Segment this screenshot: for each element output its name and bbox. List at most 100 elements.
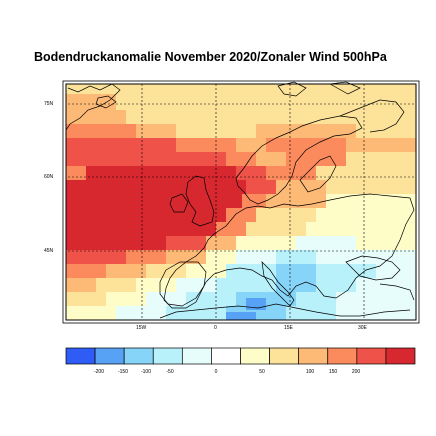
anomaly-cell	[96, 278, 136, 292]
colorbar	[65, 347, 416, 365]
anomaly-cell	[176, 124, 256, 138]
anomaly-cell	[336, 292, 416, 306]
colorbar-label: 150	[328, 369, 338, 375]
anomaly-cell	[106, 264, 146, 278]
anomaly-cell	[186, 292, 236, 306]
anomaly-cell	[166, 250, 206, 264]
anomaly-cell	[206, 236, 236, 250]
colorbar-label: 100	[305, 369, 315, 375]
colorbar-label: -100	[140, 369, 151, 375]
anomaly-cell	[256, 124, 356, 138]
anomaly-cell	[186, 264, 226, 278]
anomaly-cell	[136, 124, 176, 138]
anomaly-cell	[226, 264, 276, 278]
anomaly-cell	[350, 110, 416, 124]
colorbar-swatch	[356, 347, 387, 365]
anomaly-cell	[66, 166, 86, 180]
anomaly-cell	[306, 222, 416, 236]
anomaly-cell	[106, 292, 146, 306]
anomaly-cell	[216, 222, 246, 236]
anomaly-cell	[376, 264, 416, 278]
anomaly-cell	[236, 250, 276, 264]
anomaly-cell	[146, 292, 186, 306]
anomaly-cell	[66, 278, 96, 292]
anomaly-cell	[66, 208, 226, 222]
anomaly-cell	[276, 264, 316, 278]
anomaly-cell	[66, 222, 216, 236]
anomaly-cell	[290, 110, 350, 124]
anomaly-cell	[206, 250, 236, 264]
anomaly-field	[66, 84, 416, 320]
colorbar-swatch	[123, 347, 154, 365]
anomaly-cell	[316, 208, 416, 222]
colorbar-swatch	[65, 347, 96, 365]
anomaly-cell	[246, 180, 276, 194]
colorbar-swatch	[269, 347, 300, 365]
anomaly-cell	[116, 94, 416, 110]
anomaly-cell	[66, 110, 126, 124]
anomaly-cell	[286, 306, 336, 320]
lat-label-75n: 75N	[44, 101, 54, 107]
anomaly-cell	[66, 138, 176, 152]
anomaly-cell	[326, 194, 416, 208]
anomaly-cell	[66, 236, 166, 250]
anomaly-cell	[226, 312, 256, 320]
anomaly-cell	[296, 236, 356, 250]
lon-label-15w: 15W	[136, 325, 147, 331]
anomaly-cell	[256, 152, 286, 166]
map-outer-frame	[62, 80, 420, 324]
anomaly-cell	[246, 298, 266, 310]
anomaly-cell	[226, 208, 256, 222]
colorbar-swatch	[94, 347, 125, 365]
lat-label-45n: 45N	[44, 248, 54, 254]
lon-label-15e: 15E	[284, 325, 293, 331]
anomaly-cell	[326, 180, 416, 194]
colorbar-label: 50	[259, 369, 265, 375]
anomaly-cell	[166, 236, 206, 250]
anomaly-cell	[316, 264, 376, 278]
anomaly-cell	[316, 250, 416, 264]
anomaly-cell	[126, 110, 290, 124]
colorbar-swatch	[240, 347, 270, 365]
graticule	[68, 84, 416, 320]
anomaly-cell	[316, 166, 416, 180]
coastlines	[65, 81, 415, 319]
anomaly-cell	[266, 138, 346, 152]
anomaly-cell	[176, 278, 216, 292]
anomaly-cell	[276, 250, 316, 264]
colorbar-swatch	[327, 347, 358, 365]
colorbar-label: -150	[117, 369, 128, 375]
anomaly-cell	[66, 264, 106, 278]
anomaly-cell	[226, 152, 256, 166]
anomaly-cell	[66, 306, 116, 320]
colorbar-swatch	[298, 347, 329, 365]
anomaly-cell	[146, 264, 186, 278]
anomaly-cell	[276, 278, 316, 292]
anomaly-cell	[242, 194, 266, 208]
anomaly-cell	[246, 222, 306, 236]
colorbar-label: 200	[351, 369, 361, 375]
map-title: Bodendruckanomalie November 2020/Zonaler…	[34, 50, 387, 64]
anomaly-cell	[66, 124, 136, 138]
anomaly-cell	[356, 124, 416, 138]
anomaly-cell	[236, 166, 266, 180]
anomaly-cell	[356, 236, 416, 250]
anomaly-cell	[66, 152, 226, 166]
anomaly-cell	[176, 138, 236, 152]
colorbar-swatch	[181, 347, 212, 365]
anomaly-cell	[316, 278, 356, 292]
anomaly-cell	[66, 94, 116, 110]
anomaly-cell	[66, 180, 246, 194]
colorbar-label: -50	[166, 369, 174, 375]
lat-label-60n: 60N	[44, 174, 54, 180]
anomaly-cell	[346, 152, 416, 166]
colorbar-label: -200	[93, 369, 104, 375]
colorbar-swatch	[211, 347, 241, 365]
colorbar-label: 0	[214, 369, 218, 375]
anomaly-cell	[216, 278, 276, 292]
anomaly-cell	[66, 194, 242, 208]
anomaly-cell	[166, 306, 226, 320]
lon-label-30e: 30E	[358, 325, 367, 331]
anomaly-cell	[116, 306, 166, 320]
